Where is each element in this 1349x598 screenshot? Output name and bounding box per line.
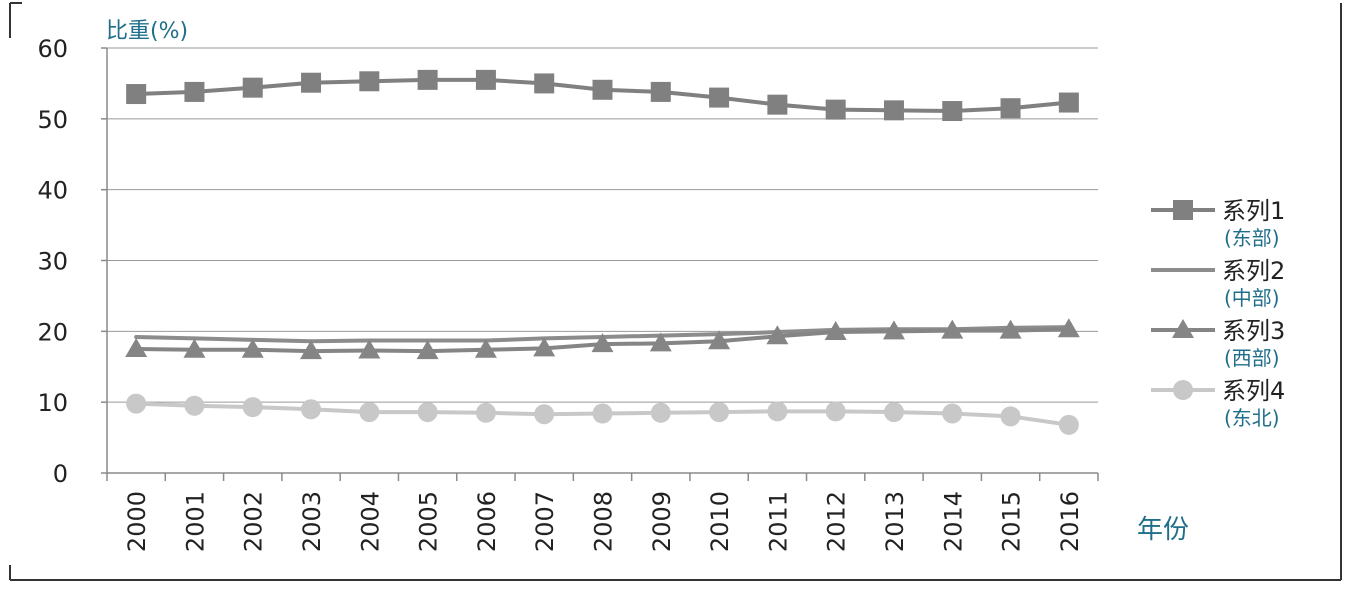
x-tick-label-2001: 2001 — [181, 491, 209, 552]
legend-region-3: (西部) — [1224, 346, 1280, 370]
x-tick-label-2013: 2013 — [881, 491, 909, 552]
series-3-point-2007 — [533, 337, 556, 357]
x-axis-title: 年份 — [1137, 515, 1189, 545]
y-tick-label-60: 60 — [37, 35, 68, 63]
legend-region-4: (东北) — [1224, 406, 1280, 430]
series-1-point-2010 — [709, 87, 730, 108]
legend-marker-1 — [1173, 200, 1193, 220]
series-3-point-2005 — [416, 340, 439, 360]
y-tick-label-40: 40 — [37, 177, 68, 205]
x-tick-labels: 2000 2001 2002 2003 2004 2005 2006 2007 2008 2009… — [123, 491, 1084, 552]
y-tick-label-30: 30 — [37, 248, 68, 276]
series-1-point-2015 — [1000, 98, 1021, 119]
series-1-point-2012 — [825, 99, 846, 120]
x-tick-label-2005: 2005 — [415, 491, 443, 552]
series-3-point-2010 — [708, 330, 731, 350]
series-3-point-2014 — [941, 319, 964, 339]
series-1-point-2011 — [767, 94, 788, 115]
series-4-point-2009 — [650, 402, 671, 423]
series-1-point-2008 — [592, 79, 613, 100]
x-tick-label-2008: 2008 — [590, 491, 618, 552]
series-1-point-2016 — [1058, 92, 1079, 113]
legend-name-3: 系列3 — [1222, 317, 1285, 345]
series-4-point-2007 — [534, 404, 555, 425]
legend-name-1: 系列1 — [1222, 197, 1285, 225]
y-tick-label-0: 0 — [53, 460, 68, 488]
series-1-point-2004 — [359, 71, 380, 92]
series-4-point-2000 — [126, 393, 147, 414]
x-tick-label-2016: 2016 — [1056, 491, 1084, 552]
legend-name-4: 系列4 — [1222, 377, 1285, 405]
series-4-point-2001 — [184, 395, 205, 416]
series-3-point-2004 — [358, 339, 381, 359]
series-4-point-2008 — [592, 403, 613, 424]
series-1-point-2002 — [242, 77, 263, 98]
series-3-point-2011 — [766, 325, 789, 345]
legend-region-1: (东部) — [1224, 226, 1280, 250]
series-1-point-2009 — [650, 81, 671, 102]
series-4-point-2010 — [709, 402, 730, 423]
series-4-point-2015 — [1000, 406, 1021, 427]
legend-marker-3 — [1172, 319, 1194, 338]
series-3-point-2002 — [241, 338, 264, 358]
x-tick-label-2010: 2010 — [706, 491, 734, 552]
x-tick-label-2015: 2015 — [998, 491, 1026, 552]
series-4-point-2005 — [417, 402, 438, 423]
series-3-point-2003 — [300, 340, 323, 360]
series-3-point-2006 — [474, 338, 497, 358]
y-tick-label-20: 20 — [37, 318, 68, 346]
y-tick-labels: 0 10 20 30 40 50 60 — [37, 35, 68, 488]
y-tick-label-10: 10 — [37, 389, 68, 417]
y-axis-title: 比重(%) — [106, 19, 188, 44]
x-tick-label-2012: 2012 — [823, 491, 851, 552]
series-1-point-2014 — [942, 101, 963, 122]
series-3-point-2015 — [999, 319, 1022, 339]
x-tick-label-2011: 2011 — [764, 491, 792, 552]
x-tick-label-2000: 2000 — [123, 491, 151, 552]
gridlines — [107, 47, 1098, 403]
series-3-point-2000 — [125, 338, 148, 358]
series-3-point-2001 — [183, 338, 206, 358]
series-1-point-2003 — [301, 72, 322, 93]
series-1-point-2001 — [184, 81, 205, 102]
x-tick-label-2007: 2007 — [531, 491, 559, 552]
x-tick-label-2014: 2014 — [939, 491, 967, 552]
x-tick-label-2002: 2002 — [240, 491, 268, 552]
series-4-point-2016 — [1058, 414, 1079, 435]
series-4-point-2006 — [475, 402, 496, 423]
series-1-point-2005 — [417, 69, 438, 90]
series-4-point-2011 — [767, 401, 788, 422]
x-tick-label-2003: 2003 — [298, 491, 326, 552]
x-tick-label-2009: 2009 — [648, 491, 676, 552]
legend: 系列1(东部) 系列2(中部) 系列3(西部) 系列4(东北) — [1151, 197, 1285, 430]
series-lines — [134, 77, 1071, 427]
legend-marker-4 — [1173, 380, 1193, 400]
series-1-point-2000 — [126, 84, 147, 105]
series-3-point-2012 — [824, 321, 847, 341]
series-4-point-2003 — [301, 399, 322, 420]
series-3-point-2016 — [1057, 318, 1080, 338]
series-3-point-2008 — [591, 333, 614, 353]
series-4-point-2004 — [359, 402, 380, 423]
x-tick-label-2006: 2006 — [473, 491, 501, 552]
series-4-point-2002 — [242, 397, 263, 418]
series-1-point-2013 — [883, 100, 904, 121]
chart-frame — [9, 2, 1342, 581]
legend-region-2: (中部) — [1224, 286, 1280, 310]
axes — [101, 47, 1099, 481]
series-4-point-2012 — [825, 401, 846, 422]
legend-name-2: 系列2 — [1222, 257, 1285, 285]
x-tick-label-2004: 2004 — [356, 491, 384, 552]
series-4-point-2013 — [883, 402, 904, 423]
series-1-point-2006 — [475, 69, 496, 90]
y-tick-label-50: 50 — [37, 106, 68, 134]
series-4-point-2014 — [942, 403, 963, 424]
series-3-point-2013 — [882, 320, 905, 340]
series-3-point-2009 — [649, 332, 672, 352]
series-markers — [125, 69, 1080, 435]
series-1-point-2007 — [534, 73, 555, 94]
